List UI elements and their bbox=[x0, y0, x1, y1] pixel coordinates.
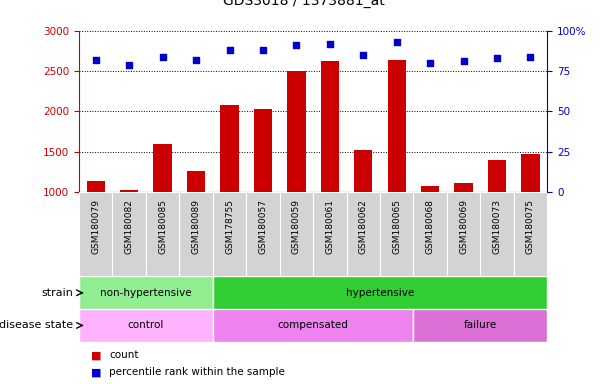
Bar bbox=[213, 276, 547, 309]
Point bbox=[124, 61, 134, 68]
Text: GSM180069: GSM180069 bbox=[459, 199, 468, 254]
Bar bbox=[146, 192, 179, 276]
Bar bbox=[120, 190, 139, 192]
Point bbox=[525, 53, 535, 60]
Bar bbox=[187, 171, 206, 192]
Text: failure: failure bbox=[464, 320, 497, 331]
Text: GSM180089: GSM180089 bbox=[192, 199, 201, 254]
Text: GSM180075: GSM180075 bbox=[526, 199, 535, 254]
Point bbox=[191, 57, 201, 63]
Text: count: count bbox=[109, 350, 139, 360]
Text: hypertensive: hypertensive bbox=[346, 288, 414, 298]
Bar bbox=[313, 192, 347, 276]
Bar bbox=[79, 192, 112, 276]
Text: GSM180068: GSM180068 bbox=[426, 199, 435, 254]
Bar bbox=[380, 192, 413, 276]
Text: control: control bbox=[128, 320, 164, 331]
Bar bbox=[488, 160, 506, 192]
Bar bbox=[347, 192, 380, 276]
Text: ■: ■ bbox=[91, 367, 102, 377]
Point bbox=[425, 60, 435, 66]
Point bbox=[492, 55, 502, 61]
Point bbox=[91, 57, 101, 63]
Point bbox=[358, 52, 368, 58]
Text: GSM180059: GSM180059 bbox=[292, 199, 301, 254]
Bar bbox=[413, 309, 547, 342]
Text: GSM180062: GSM180062 bbox=[359, 199, 368, 254]
Bar bbox=[213, 309, 413, 342]
Bar bbox=[413, 192, 447, 276]
Text: GSM180057: GSM180057 bbox=[258, 199, 268, 254]
Bar bbox=[480, 192, 514, 276]
Bar bbox=[153, 144, 172, 192]
Bar bbox=[421, 185, 440, 192]
Bar bbox=[354, 150, 373, 192]
Bar bbox=[447, 192, 480, 276]
Bar bbox=[320, 61, 339, 192]
Point bbox=[224, 47, 234, 53]
Point bbox=[392, 39, 401, 45]
Bar bbox=[112, 192, 146, 276]
Bar bbox=[280, 192, 313, 276]
Bar bbox=[179, 192, 213, 276]
Bar bbox=[213, 192, 246, 276]
Bar bbox=[521, 154, 540, 192]
Bar bbox=[246, 192, 280, 276]
Bar bbox=[287, 71, 306, 192]
Bar bbox=[79, 309, 213, 342]
Text: strain: strain bbox=[41, 288, 73, 298]
Point bbox=[458, 58, 468, 65]
Bar bbox=[387, 60, 406, 192]
Text: GSM180065: GSM180065 bbox=[392, 199, 401, 254]
Text: GSM180079: GSM180079 bbox=[91, 199, 100, 254]
Bar bbox=[79, 276, 213, 309]
Bar bbox=[254, 109, 272, 192]
Text: GSM178755: GSM178755 bbox=[225, 199, 234, 254]
Text: percentile rank within the sample: percentile rank within the sample bbox=[109, 367, 285, 377]
Bar bbox=[86, 181, 105, 192]
Bar bbox=[454, 183, 473, 192]
Bar bbox=[514, 192, 547, 276]
Text: non-hypertensive: non-hypertensive bbox=[100, 288, 192, 298]
Point bbox=[157, 53, 167, 60]
Text: GSM180073: GSM180073 bbox=[492, 199, 502, 254]
Text: compensated: compensated bbox=[278, 320, 348, 331]
Text: disease state: disease state bbox=[0, 320, 73, 331]
Text: GSM180082: GSM180082 bbox=[125, 199, 134, 254]
Text: GSM180061: GSM180061 bbox=[325, 199, 334, 254]
Bar bbox=[220, 105, 239, 192]
Text: GSM180085: GSM180085 bbox=[158, 199, 167, 254]
Point bbox=[325, 41, 334, 47]
Text: ■: ■ bbox=[91, 350, 102, 360]
Point bbox=[291, 42, 301, 48]
Point bbox=[258, 47, 268, 53]
Text: GDS3018 / 1373881_at: GDS3018 / 1373881_at bbox=[223, 0, 385, 8]
